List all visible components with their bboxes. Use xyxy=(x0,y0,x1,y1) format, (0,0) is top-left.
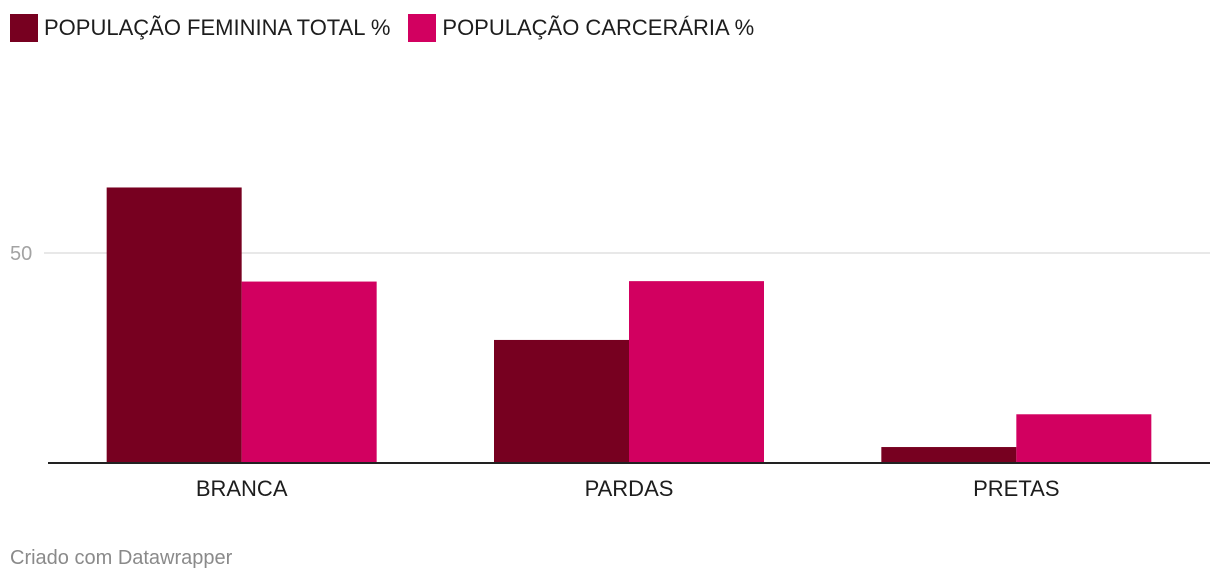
chart-legend: POPULAÇÃO FEMININA TOTAL % POPULAÇÃO CAR… xyxy=(10,13,772,43)
bar-pretas-series-1 xyxy=(1016,414,1152,463)
bar-branca-series-0 xyxy=(106,187,242,464)
bar-pretas-series-0 xyxy=(881,447,1017,463)
y-tick-label-50: 50 xyxy=(10,243,32,265)
x-tick-label-pretas: PRETAS xyxy=(973,476,1059,501)
bar-pardas-series-0 xyxy=(494,339,629,463)
bar-branca-series-1 xyxy=(241,281,377,463)
legend-swatch-carceraria xyxy=(408,14,437,42)
legend-label-feminina: POPULAÇÃO FEMININA TOTAL % xyxy=(44,15,391,40)
legend-label-carceraria: POPULAÇÃO CARCERÁRIA % xyxy=(442,15,755,40)
x-tick-label-pardas: PARDAS xyxy=(585,476,674,501)
legend-item-feminina: POPULAÇÃO FEMININA TOTAL % xyxy=(10,14,390,42)
bar-pardas-series-1 xyxy=(629,281,764,463)
x-tick-label-branca: BRANCA xyxy=(196,476,288,501)
footer-credit: Criado com Datawrapper xyxy=(10,547,233,569)
legend-item-carceraria: POPULAÇÃO CARCERÁRIA % xyxy=(408,14,754,42)
legend-swatch-feminina xyxy=(10,14,38,42)
